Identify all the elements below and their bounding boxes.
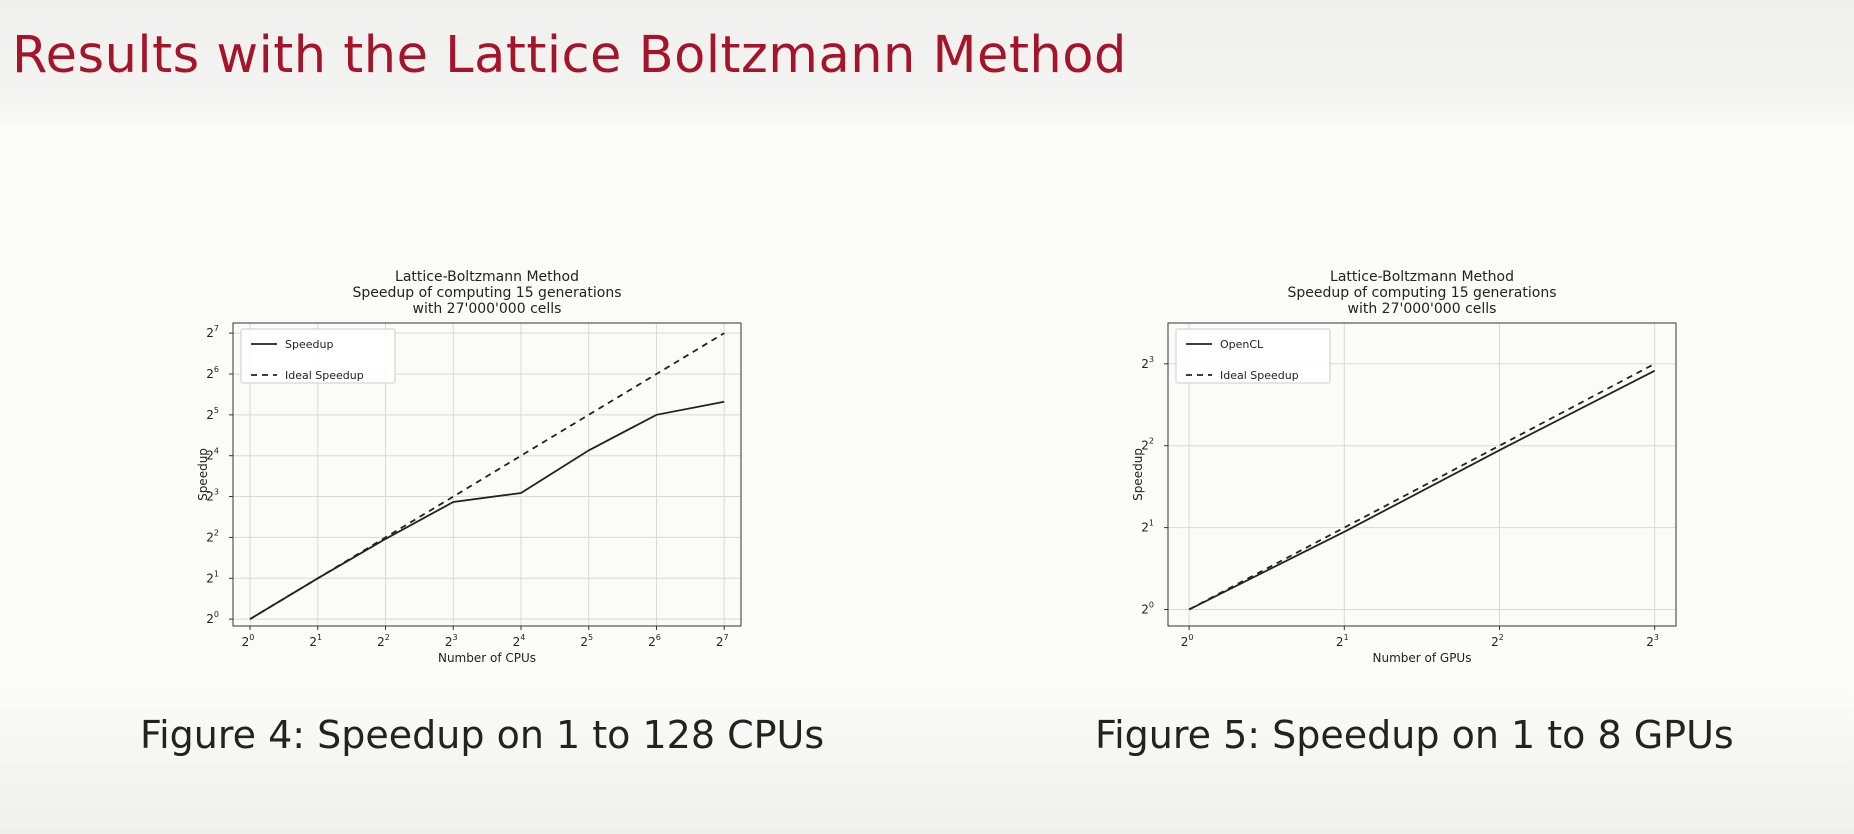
x-tick-label: 20 bbox=[1181, 633, 1194, 649]
y-tick-exponent: 2 bbox=[214, 528, 219, 537]
y-tick-exponent: 1 bbox=[1149, 519, 1154, 528]
x-axis-label: Number of CPUs bbox=[438, 651, 536, 665]
y-tick-exponent: 3 bbox=[214, 488, 219, 497]
x-tick-label: 22 bbox=[1491, 633, 1504, 649]
x-tick-exponent: 0 bbox=[249, 633, 254, 642]
chart-title-line: Lattice-Boltzmann Method bbox=[395, 269, 579, 285]
plot-frame bbox=[232, 322, 742, 627]
title-bar: Results with the Lattice Boltzmann Metho… bbox=[0, 0, 1854, 108]
speedup-line bbox=[1188, 369, 1656, 611]
legend-label: Ideal Speedup bbox=[1220, 369, 1299, 382]
x-tick-exponent: 5 bbox=[588, 633, 593, 642]
y-axis-label: Speedup bbox=[196, 448, 210, 501]
y-tick-exponent: 0 bbox=[1149, 601, 1154, 610]
y-tick-label: 20 bbox=[1141, 601, 1154, 617]
chart-title-line: Speedup of computing 15 generations bbox=[353, 285, 622, 301]
x-tick-exponent: 2 bbox=[1499, 633, 1504, 642]
chart-title-line: Speedup of computing 15 generations bbox=[1288, 285, 1557, 301]
y-tick-exponent: 2 bbox=[1149, 437, 1154, 446]
ideal-speedup-line bbox=[249, 332, 725, 620]
legend-label: Speedup bbox=[285, 338, 333, 351]
figure-4-caption: Figure 4: Speedup on 1 to 128 CPUs bbox=[140, 713, 825, 757]
x-tick-exponent: 7 bbox=[723, 633, 728, 642]
x-tick-exponent: 1 bbox=[317, 633, 322, 642]
slide-title: Results with the Lattice Boltzmann Metho… bbox=[12, 26, 1127, 85]
x-tick-exponent: 1 bbox=[1344, 633, 1349, 642]
legend-label: OpenCL bbox=[1220, 338, 1264, 351]
y-tick-label: 23 bbox=[1141, 355, 1154, 371]
x-tick-exponent: 2 bbox=[385, 633, 390, 642]
y-tick-exponent: 6 bbox=[214, 365, 219, 374]
x-axis-label: Number of GPUs bbox=[1373, 651, 1472, 665]
chart-title-line: Lattice-Boltzmann Method bbox=[1330, 269, 1514, 285]
x-tick-label: 23 bbox=[1646, 633, 1659, 649]
plot-frame bbox=[1167, 322, 1677, 627]
x-tick-exponent: 3 bbox=[1654, 633, 1659, 642]
y-tick-label: 21 bbox=[1141, 519, 1154, 535]
legend-label: Ideal Speedup bbox=[285, 369, 364, 382]
x-tick-label: 21 bbox=[1336, 633, 1349, 649]
y-axis-label: Speedup bbox=[1131, 448, 1145, 501]
x-tick-exponent: 3 bbox=[453, 633, 458, 642]
legend-box bbox=[240, 328, 396, 384]
chart-title-line: with 27'000'000 cells bbox=[413, 301, 562, 317]
figure-5-caption: Figure 5: Speedup on 1 to 8 GPUs bbox=[1095, 713, 1734, 757]
x-tick-exponent: 4 bbox=[520, 633, 525, 642]
y-tick-exponent: 5 bbox=[214, 406, 219, 415]
y-tick-exponent: 4 bbox=[214, 447, 219, 456]
chart-title-line: with 27'000'000 cells bbox=[1348, 301, 1497, 317]
x-tick-exponent: 0 bbox=[1188, 633, 1193, 642]
legend-box bbox=[1175, 328, 1331, 384]
y-tick-exponent: 3 bbox=[1149, 355, 1154, 364]
ideal-speedup-line bbox=[1188, 363, 1656, 611]
y-tick-exponent: 7 bbox=[214, 324, 219, 333]
y-tick-exponent: 0 bbox=[214, 610, 219, 619]
y-tick-exponent: 1 bbox=[214, 569, 219, 578]
x-tick-exponent: 6 bbox=[656, 633, 661, 642]
